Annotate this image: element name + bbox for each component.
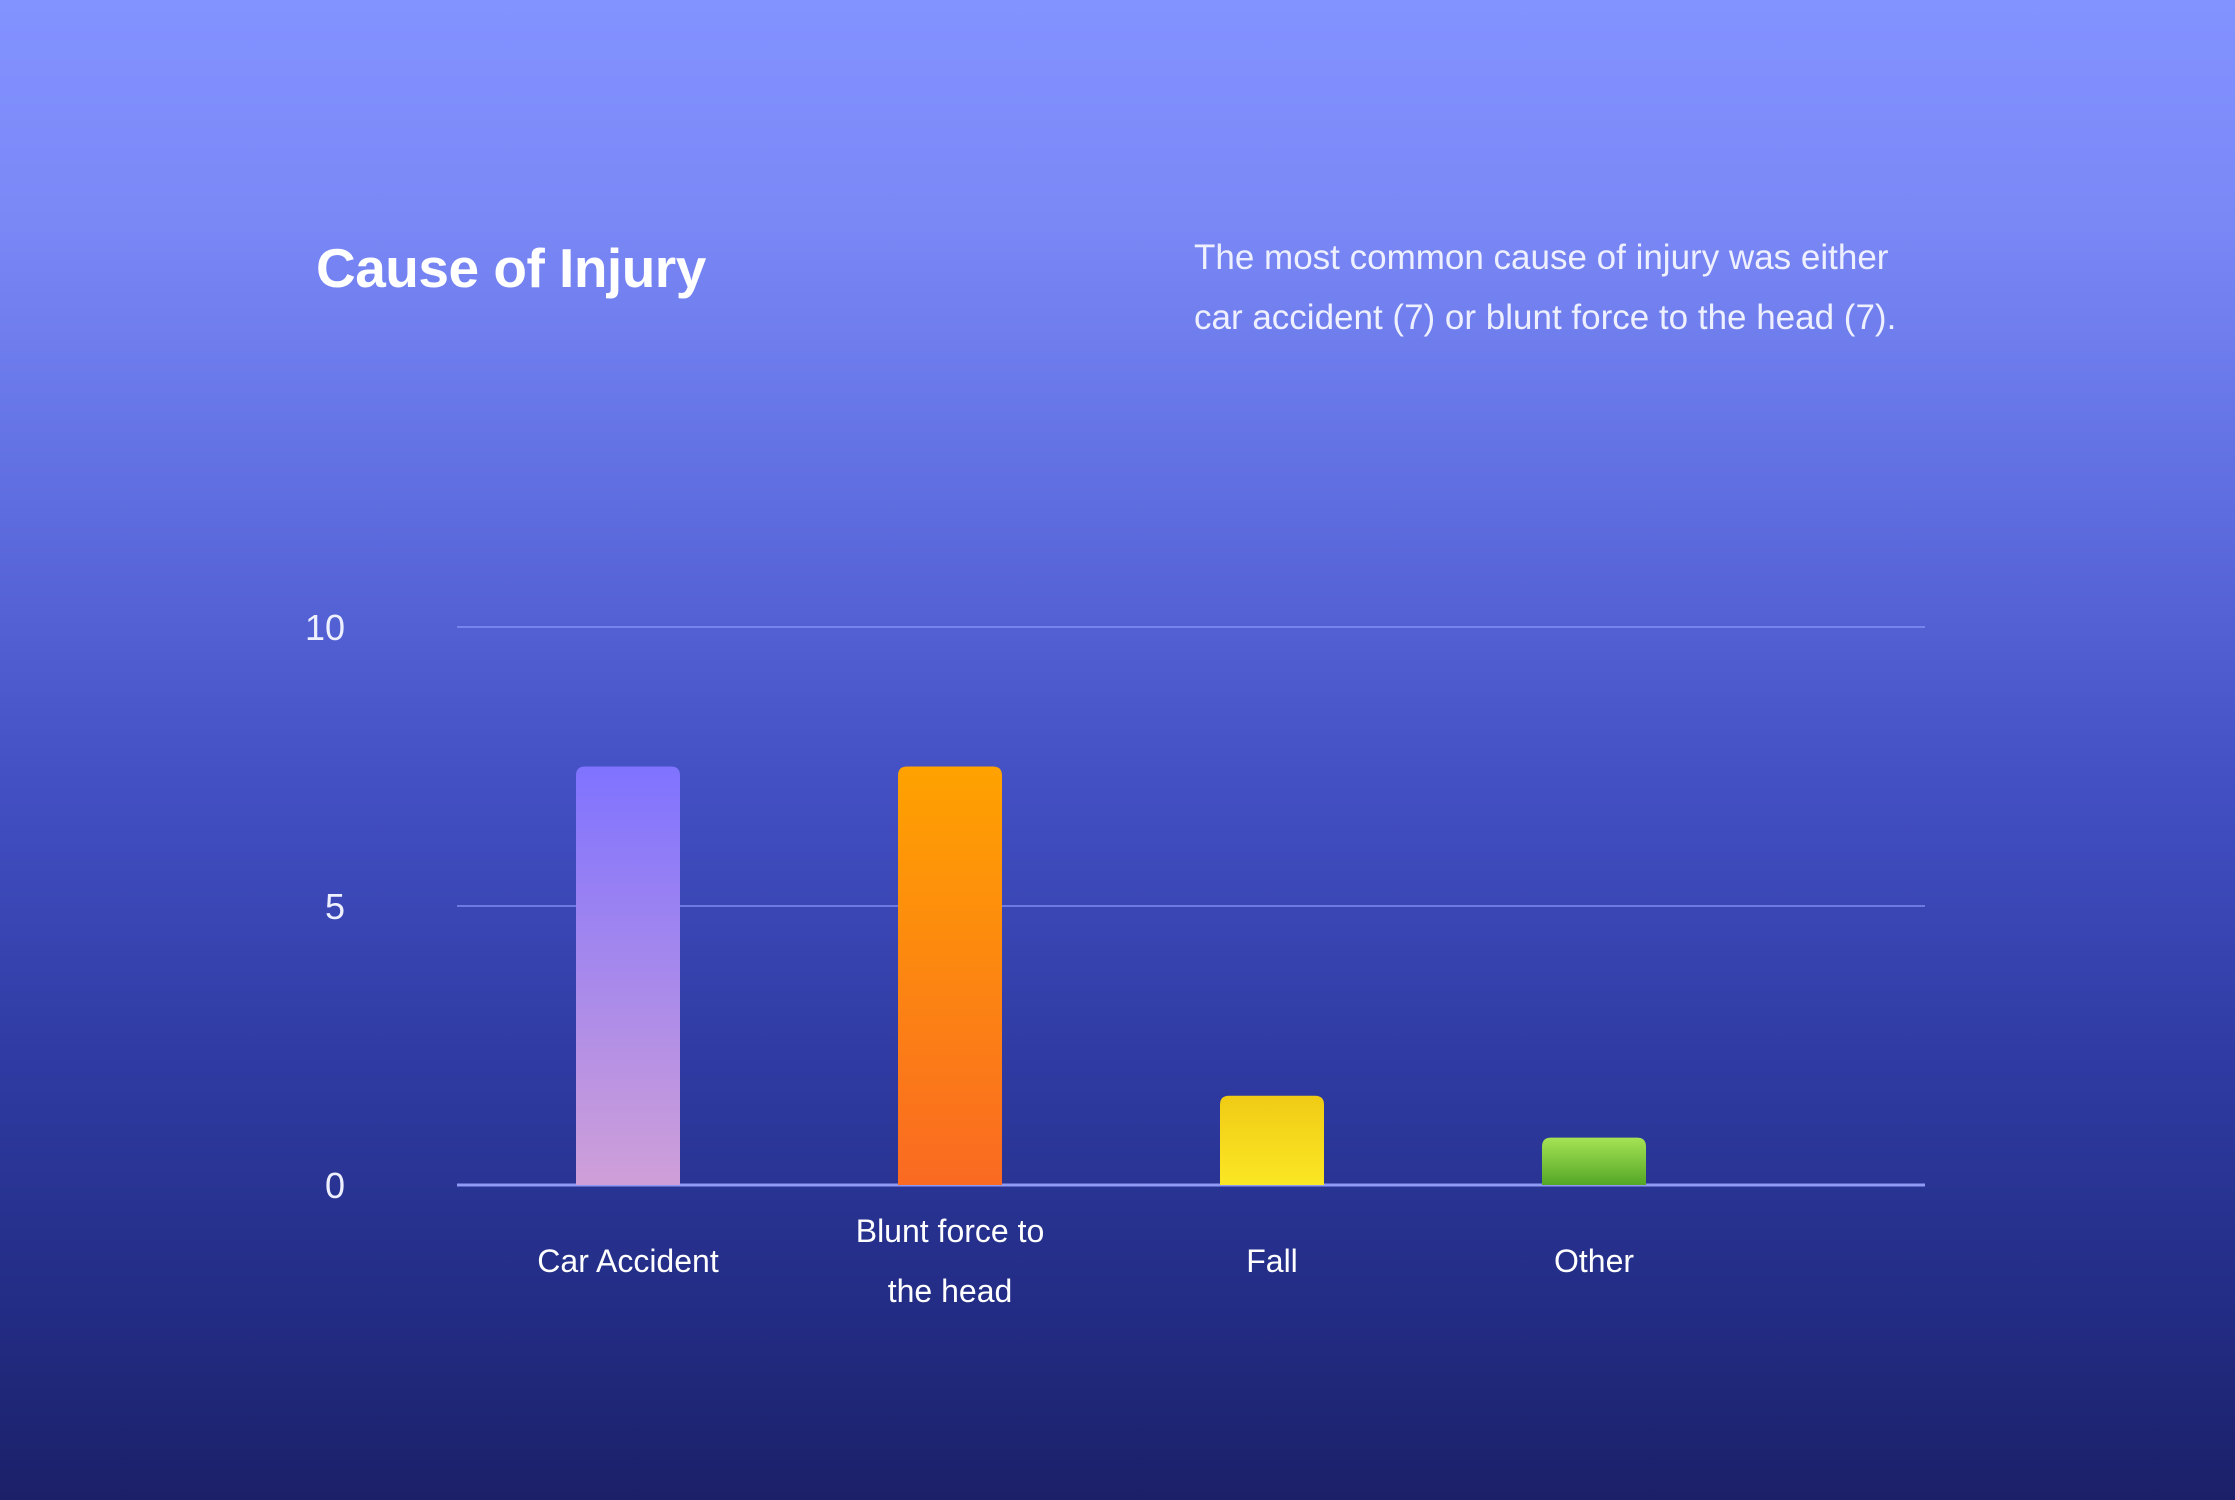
y-axis-ticks: 0 5 10 <box>305 607 345 1206</box>
bar <box>1220 1095 1324 1185</box>
y-tick-label: 10 <box>305 607 345 648</box>
bar <box>898 766 1002 1185</box>
description-line-2: car accident (7) or blunt force to the h… <box>1194 298 1897 337</box>
x-category-label: Fall <box>1246 1243 1298 1279</box>
x-category-label: Other <box>1554 1243 1634 1279</box>
x-axis-labels: Car Accident Blunt force to the head Fall Ot… <box>537 1213 1634 1309</box>
bar <box>1542 1137 1646 1185</box>
bar <box>576 766 680 1185</box>
bars <box>576 766 1646 1185</box>
x-category-label: Blunt force to <box>856 1213 1045 1249</box>
y-tick-label: 0 <box>325 1165 345 1206</box>
description-line-1: The most common cause of injury was eith… <box>1194 238 1889 277</box>
chart-title: Cause of Injury <box>316 237 706 299</box>
y-tick-label: 5 <box>325 886 345 927</box>
gridlines <box>457 626 1925 1187</box>
chart-description: The most common cause of injury was eith… <box>1194 228 1984 348</box>
x-category-label: the head <box>888 1273 1013 1309</box>
x-category-label: Car Accident <box>537 1243 719 1279</box>
